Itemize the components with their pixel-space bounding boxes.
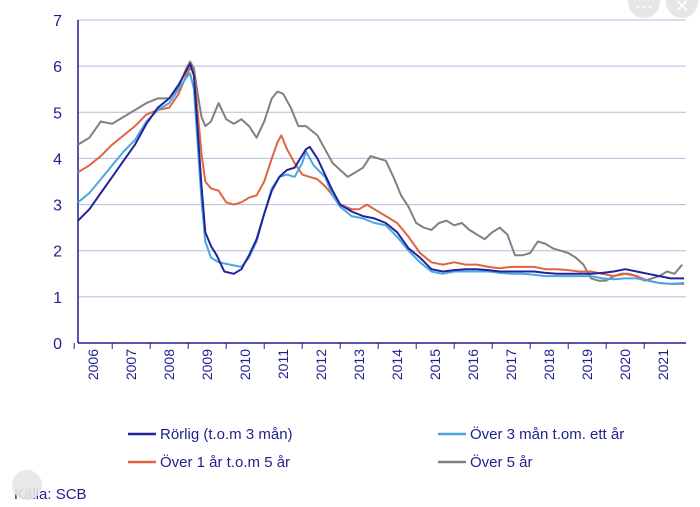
x-tick-label: 2014 [389,349,405,380]
x-tick-label: 2007 [123,349,139,380]
series-line [77,62,685,280]
x-axis: 2006 2007 2008 2009 2010 2011 2012 2013 2014 2015… [73,20,686,380]
gridlines [78,19,686,344]
x-tick-label: 2009 [199,349,215,380]
x-tick-label: 2016 [465,349,481,380]
x-tick-label: 2012 [313,349,329,380]
y-tick-label: 0 [53,336,62,353]
x-tick-label: 2017 [503,349,519,380]
x-tick-label: 2015 [427,349,443,380]
legend: Rörlig (t.o.m 3 mån) Över 3 mån t.om. ett… [128,425,624,471]
series-line [77,60,683,282]
y-tick-label: 2 [53,244,62,261]
y-tick-label: 5 [53,105,62,122]
y-tick-label: 7 [53,13,62,30]
series-line [77,72,685,285]
x-tick-label: 2020 [617,349,633,380]
x-tick-label: 2018 [541,349,557,380]
legend-label: Rörlig (t.o.m 3 mån) [160,426,293,443]
close-icon[interactable]: ✕ [666,0,698,18]
y-axis: 0 1 2 3 4 5 6 7 [53,13,62,353]
y-tick-label: 4 [53,151,62,168]
x-tick-label: 2006 [85,349,101,380]
legend-label: Över 3 mån t.om. ett år [470,425,624,443]
lens-icon[interactable] [12,470,42,500]
y-tick-label: 3 [53,198,62,215]
legend-label: Över 1 år t.o.m 5 år [160,453,290,471]
y-tick-label: 1 [53,290,62,307]
x-tick-label: 2011 [275,349,291,379]
x-tick-label: 2019 [579,349,595,380]
x-tick-label: 2010 [237,349,253,380]
series-line [77,67,685,285]
y-tick-label: 6 [53,59,62,76]
more-options-icon[interactable]: ··· [628,0,660,18]
legend-label: Över 5 år [470,453,533,471]
x-tick-label: 2021 [655,349,671,380]
x-tick-label: 2013 [351,349,367,380]
series-lines [77,60,685,285]
x-tick-label: 2008 [161,349,177,380]
